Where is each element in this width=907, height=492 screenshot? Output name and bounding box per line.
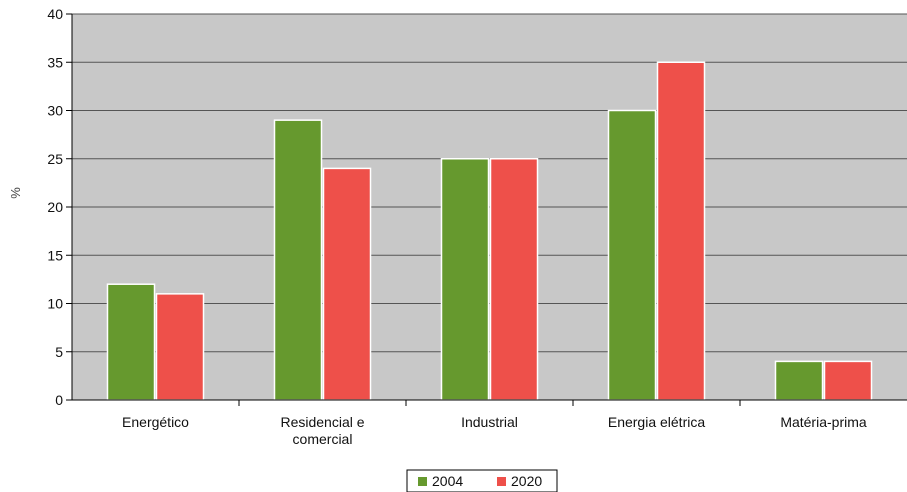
bar-2004-4: [774, 360, 824, 401]
y-tick-label: 25: [47, 151, 63, 167]
legend-label-2004: 2004: [432, 473, 463, 489]
x-tick-label: Energético: [122, 414, 189, 430]
y-tick-label: 40: [47, 6, 63, 22]
x-tick-label: Residencial e comercial: [280, 414, 364, 447]
bars: [106, 61, 873, 401]
x-tick-label-line: Energia elétrica: [608, 414, 705, 430]
gridlines: [72, 13, 907, 353]
y-axis-label: %: [8, 187, 23, 199]
y-tick-label: 0: [55, 392, 63, 408]
x-tick-label: Energia elétrica: [608, 414, 705, 430]
y-tick-label: 35: [47, 54, 63, 70]
legend-swatch-2020: [497, 477, 506, 486]
legend-label-2020: 2020: [511, 473, 542, 489]
y-axis-ticks: 0 5 10 15 20 25 30 35 40: [47, 6, 72, 408]
bar-2020-4: [823, 360, 873, 401]
legend-swatch-2004: [418, 477, 427, 486]
x-tick-label-line: Industrial: [461, 414, 518, 430]
bar-2020-3: [656, 61, 706, 401]
legend: 2004 2020: [406, 469, 558, 492]
x-tick-label: Industrial: [461, 414, 518, 430]
x-tick-label: Matéria-prima: [780, 414, 867, 430]
x-tick-label-line: Energético: [122, 414, 189, 430]
x-tick-label-line: Residencial e: [280, 414, 364, 430]
y-tick-label: 20: [47, 199, 63, 215]
x-tick-label-line: Matéria-prima: [780, 414, 867, 430]
y-tick-label: 10: [47, 296, 63, 312]
bar-2004-0: [106, 283, 156, 401]
bar-2020-1: [322, 167, 372, 401]
x-axis-ticks: Energético Residencial e comercial Industri…: [122, 400, 867, 447]
bar-2004-1: [273, 119, 323, 401]
y-tick-label: 15: [47, 247, 63, 263]
bar-2020-2: [489, 158, 539, 401]
y-tick-label: 30: [47, 103, 63, 119]
legend-box: [406, 469, 558, 492]
bar-2004-3: [607, 109, 657, 401]
bar-2020-0: [155, 293, 205, 401]
bar-2004-2: [440, 158, 490, 401]
x-tick-label-line: comercial: [293, 431, 353, 447]
y-tick-label: 5: [55, 344, 63, 360]
